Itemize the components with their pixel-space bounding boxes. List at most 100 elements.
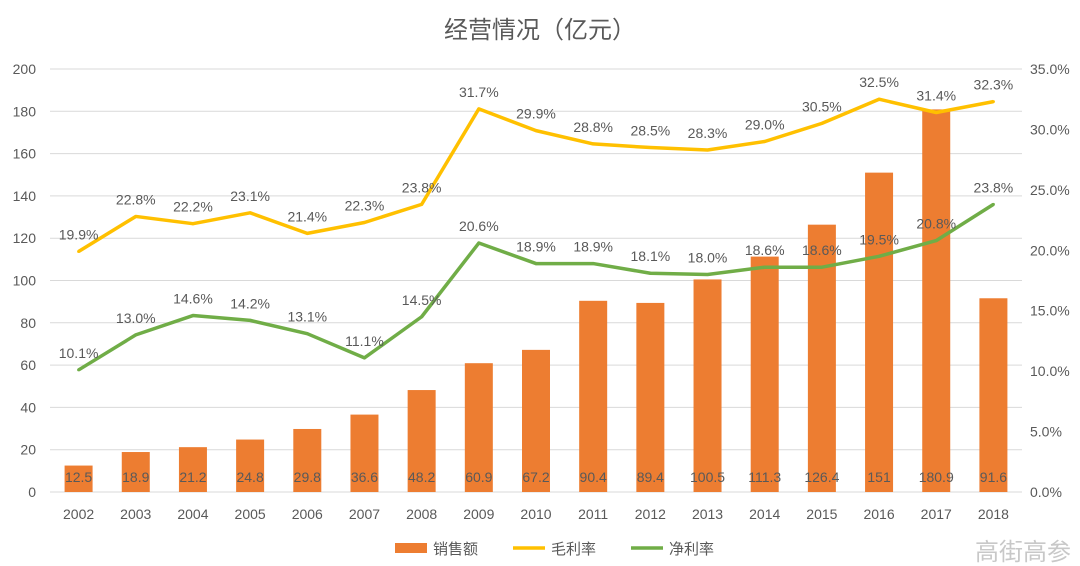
x-tick-label: 2016 <box>863 506 894 522</box>
bar-data-label: 100.5 <box>690 469 725 485</box>
line-毛利率 <box>77 97 994 253</box>
y-right-tick-label: 35.0% <box>1030 61 1070 77</box>
bar-2015 <box>807 224 836 492</box>
bar-data-label: 60.9 <box>465 469 492 485</box>
bar-data-label: 67.2 <box>522 469 549 485</box>
line-data-label: 11.1% <box>345 333 384 349</box>
point-净利率-2017 <box>934 239 938 243</box>
point-毛利率-2007 <box>362 220 366 224</box>
point-净利率-2003 <box>134 333 138 337</box>
line-data-label: 18.6% <box>745 242 785 258</box>
y-left-tick-label: 120 <box>13 230 37 246</box>
chart-title: 经营情况（亿元） <box>444 17 636 44</box>
point-毛利率-2014 <box>763 140 767 144</box>
point-净利率-2007 <box>362 356 366 360</box>
x-tick-label: 2009 <box>463 506 494 522</box>
bar-data-label: 29.8 <box>294 469 321 485</box>
y-left-tick-label: 200 <box>13 61 37 77</box>
x-tick-label: 2014 <box>749 506 780 522</box>
bar-data-label: 36.6 <box>351 469 378 485</box>
point-净利率-2016 <box>877 254 881 258</box>
line-data-label: 23.1% <box>230 188 270 204</box>
bar-data-label: 24.8 <box>236 469 263 485</box>
line-data-label: 23.8% <box>974 179 1014 195</box>
y-left-tick-label: 140 <box>13 188 37 204</box>
line-data-label: 22.8% <box>116 191 156 207</box>
point-毛利率-2008 <box>420 202 424 206</box>
bar-2006 <box>293 428 322 492</box>
point-净利率-2010 <box>534 262 538 266</box>
bar-2012 <box>636 302 665 492</box>
bar-data-label: 90.4 <box>580 469 607 485</box>
point-净利率-2015 <box>820 265 824 269</box>
x-tick-label: 2010 <box>520 506 551 522</box>
x-tick-label: 2004 <box>177 506 208 522</box>
y-right-tick-label: 0.0% <box>1030 484 1062 500</box>
y-left-tick-label: 160 <box>13 146 37 162</box>
line-data-label: 30.5% <box>802 98 842 114</box>
line-data-label: 22.3% <box>345 197 385 213</box>
point-净利率-2012 <box>648 271 652 275</box>
point-毛利率-2016 <box>877 97 881 101</box>
y-right-tick-label: 30.0% <box>1030 121 1070 137</box>
y-left-tick-label: 80 <box>20 315 36 331</box>
y-left-tick-label: 0 <box>28 484 36 500</box>
line-data-label: 29.9% <box>516 106 556 122</box>
line-data-label: 19.5% <box>859 231 899 247</box>
point-毛利率-2017 <box>934 111 938 115</box>
bar-2010 <box>522 349 550 492</box>
point-净利率-2005 <box>248 318 252 322</box>
y-right-tick-label: 25.0% <box>1030 182 1070 198</box>
bar-2014 <box>750 256 779 492</box>
y-right-tick-label: 15.0% <box>1030 303 1070 319</box>
line-data-label: 20.6% <box>459 218 499 234</box>
legend-label: 净利率 <box>669 541 714 558</box>
point-净利率-2013 <box>706 272 710 276</box>
bar-2008 <box>407 390 436 492</box>
point-净利率-2014 <box>763 265 767 269</box>
line-data-label: 10.1% <box>59 345 99 361</box>
point-净利率-2002 <box>77 368 81 372</box>
x-tick-label: 2013 <box>692 506 723 522</box>
point-毛利率-2018 <box>991 100 995 104</box>
line-data-label: 14.2% <box>230 295 270 311</box>
y-right-tick-label: 10.0% <box>1030 363 1070 379</box>
point-净利率-2004 <box>191 314 195 318</box>
bar-2018 <box>979 298 1008 492</box>
line-data-label: 18.0% <box>688 249 728 265</box>
line-data-label: 14.6% <box>173 291 213 307</box>
bar-data-label: 21.2 <box>179 469 206 485</box>
line-data-label: 18.1% <box>631 248 671 264</box>
point-净利率-2009 <box>477 241 481 245</box>
bar-2004 <box>178 447 207 492</box>
x-tick-label: 2003 <box>120 506 151 522</box>
y-left-tick-label: 180 <box>13 103 37 119</box>
point-毛利率-2002 <box>77 249 81 253</box>
y-left-tick-label: 20 <box>20 442 36 458</box>
line-data-label: 20.8% <box>916 216 956 232</box>
bar-data-label: 89.4 <box>637 469 664 485</box>
line-data-label: 28.8% <box>573 119 613 135</box>
point-净利率-2018 <box>991 202 995 206</box>
line-data-label: 14.5% <box>402 292 442 308</box>
point-毛利率-2013 <box>706 148 710 152</box>
bar-data-label: 18.9 <box>122 469 149 485</box>
x-tick-label: 2012 <box>635 506 666 522</box>
line-data-label: 28.5% <box>631 123 671 139</box>
line-data-label: 18.9% <box>516 239 556 255</box>
line-data-label: 21.4% <box>287 208 327 224</box>
x-tick-label: 2018 <box>978 506 1009 522</box>
point-毛利率-2006 <box>305 231 309 235</box>
x-tick-label: 2017 <box>921 506 952 522</box>
bar-data-label: 91.6 <box>980 469 1007 485</box>
bar-data-label: 126.4 <box>804 469 839 485</box>
bar-2002 <box>64 465 93 492</box>
line-净利率 <box>77 202 995 372</box>
x-tick-label: 2006 <box>292 506 323 522</box>
x-tick-label: 2002 <box>63 506 94 522</box>
line-data-label: 31.7% <box>459 84 499 100</box>
bar-2013 <box>693 279 722 492</box>
x-tick-label: 2008 <box>406 506 437 522</box>
line-data-label: 32.3% <box>974 77 1014 93</box>
point-净利率-2011 <box>591 262 595 266</box>
